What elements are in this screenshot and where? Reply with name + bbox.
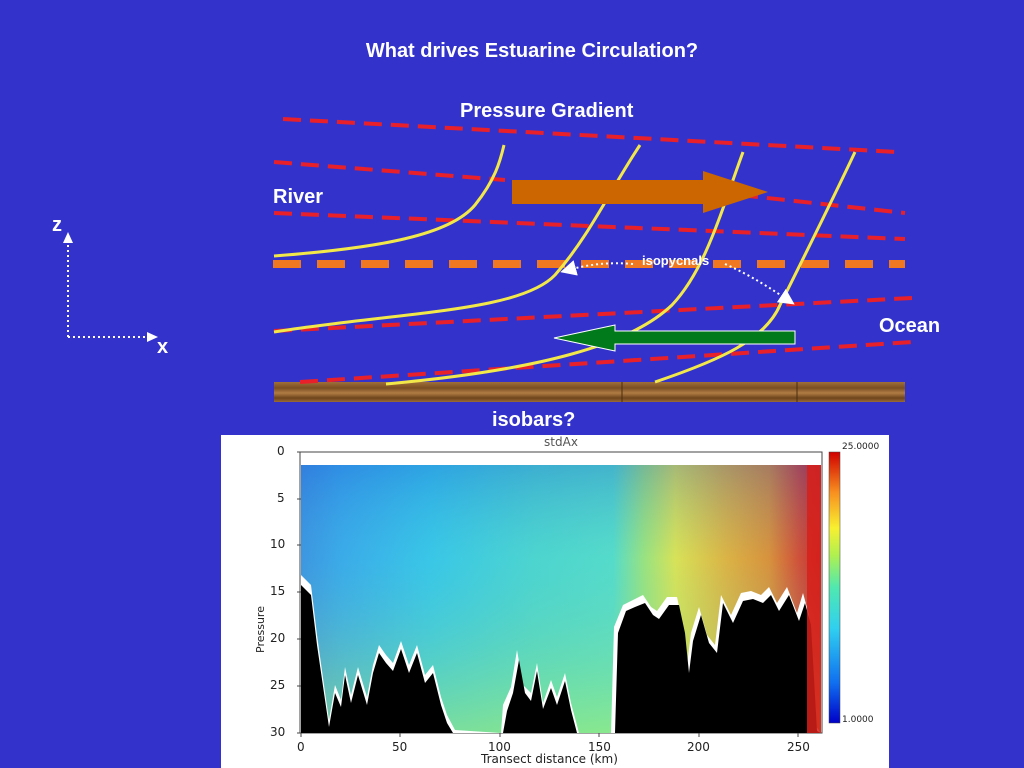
x-tick: 50 [392, 740, 408, 754]
surface-flow-arrow [512, 171, 768, 213]
x-tick: 100 [488, 740, 511, 754]
bottom-flow-arrow [553, 324, 796, 352]
seabed [274, 382, 905, 402]
y-tick: 30 [270, 725, 286, 739]
isobar-lines [273, 117, 913, 384]
x-tick: 150 [588, 740, 611, 754]
slide-title: What drives Estuarine Circulation? [365, 40, 699, 62]
river-label: River [273, 186, 324, 208]
pressure-gradient-label: Pressure Gradient [460, 100, 634, 122]
z-axis-label: z [52, 214, 62, 236]
y-tick: 20 [270, 631, 286, 645]
isopycnals-label: isopycnals [642, 253, 710, 268]
plot-title: stdAx [544, 435, 578, 449]
x-tick: 250 [787, 740, 810, 754]
transect-plot: stdAx [221, 435, 889, 768]
x-arrowhead [147, 332, 158, 342]
axis-indicator [67, 240, 150, 338]
y-tick: 15 [270, 584, 286, 598]
x-tick: 200 [687, 740, 710, 754]
y-tick: 5 [277, 491, 285, 505]
bottom-mask [301, 585, 821, 733]
y-tick: 0 [277, 444, 285, 458]
colorbar-max-label: 25.0000 [842, 442, 880, 452]
transect-section [297, 451, 841, 737]
plot-ylabel: Pressure [253, 606, 267, 653]
estuary-schematic [63, 117, 913, 402]
colorbar-min-label: 1.0000 [842, 715, 874, 725]
y-tick: 25 [270, 678, 286, 692]
z-arrowhead [63, 232, 73, 243]
y-tick: 10 [270, 537, 286, 551]
x-tick: 0 [297, 740, 305, 754]
plot-xlabel: Transect distance (km) [481, 752, 618, 766]
ocean-label: Ocean [879, 315, 941, 337]
x-axis-label: x [157, 336, 169, 358]
colorbar [828, 451, 841, 724]
isobars-label: isobars? [492, 409, 576, 431]
isopycnal-pointers [560, 260, 795, 305]
